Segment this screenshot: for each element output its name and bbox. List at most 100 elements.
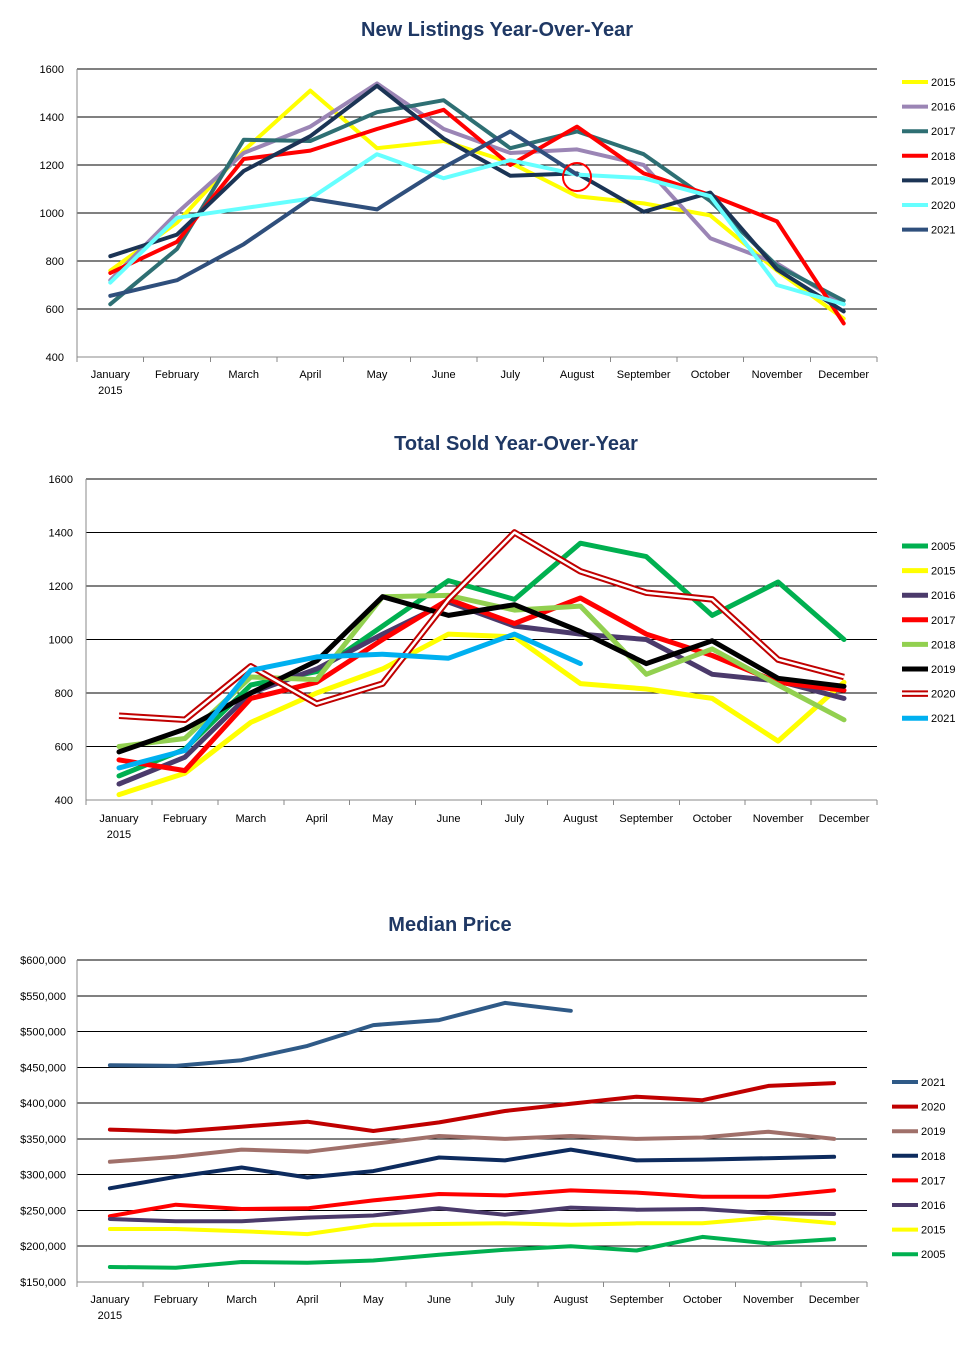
y-tick-label: 800 [55, 688, 73, 700]
x-tick-label: June [432, 369, 456, 381]
x-tick-label: October [691, 369, 730, 381]
y-tick-label: $450,000 [20, 1062, 66, 1074]
x-tick-label: January [91, 369, 131, 381]
x-tick-label: September [617, 369, 671, 381]
y-tick-label: $250,000 [20, 1205, 66, 1217]
y-tick-label: $300,000 [20, 1170, 66, 1182]
legend-label-2005: 2005 [921, 1249, 945, 1261]
y-tick-label: $400,000 [20, 1098, 66, 1110]
legend-label-2015: 2015 [921, 1225, 945, 1237]
x-tick-label: November [743, 1294, 794, 1306]
x-tick-label: November [753, 813, 804, 825]
legend-label-2018: 2018 [931, 151, 955, 163]
legend-label-2019: 2019 [921, 1126, 945, 1138]
annotation-circle [562, 162, 592, 192]
x-tick-label: March [226, 1294, 257, 1306]
x-tick-label: July [501, 369, 521, 381]
series-line-2019 [116, 594, 847, 755]
series-line-inner-2020 [118, 531, 845, 722]
series-line-2005 [107, 1234, 837, 1270]
y-tick-label: 1400 [40, 112, 64, 124]
legend-label-2018: 2018 [921, 1151, 945, 1163]
legend-label-2020: 2020 [931, 689, 955, 701]
y-tick-label: $200,000 [20, 1241, 66, 1253]
legend-label-2021: 2021 [921, 1077, 945, 1089]
series-line-2016 [107, 1205, 837, 1224]
x-tick-label: April [306, 813, 328, 825]
legend-label-2021: 2021 [931, 713, 955, 725]
y-tick-label: 400 [46, 352, 64, 364]
series-line-2020 [118, 529, 845, 724]
y-tick-label: 800 [46, 256, 64, 268]
x-tick-label: February [163, 813, 208, 825]
y-tick-label: $150,000 [20, 1277, 66, 1289]
y-tick-label: 1400 [49, 528, 73, 540]
x-tick-label: March [236, 813, 267, 825]
y-tick-label: 600 [55, 742, 73, 754]
legend-label-2021: 2021 [931, 225, 955, 237]
total-sold-chart: Total Sold Year-Over-Year 400 600 800 1000 12… [49, 433, 956, 841]
chart-title: Total Sold Year-Over-Year [394, 433, 638, 455]
legend-label-2019: 2019 [931, 175, 955, 187]
x-tick-label: October [683, 1294, 722, 1306]
x-tick-label: May [367, 369, 388, 381]
x-tick-label: May [372, 813, 393, 825]
x-tick-label: February [155, 369, 200, 381]
series-line-2018 [108, 107, 846, 326]
new-listings-chart: New Listings Year-Over-Year 400 600 800 1000… [40, 19, 956, 397]
x-tick-label: October [693, 813, 732, 825]
x-tick-label: December [818, 369, 869, 381]
x-tick-sublabel: 2015 [107, 829, 131, 841]
series-line-2015 [116, 631, 847, 798]
legend-label-2016: 2016 [931, 590, 955, 602]
x-tick-label: August [563, 813, 597, 825]
y-tick-label: $550,000 [20, 991, 66, 1003]
y-tick-label: $600,000 [20, 955, 66, 967]
y-tick-label: 600 [46, 304, 64, 316]
legend-label-2020: 2020 [931, 200, 955, 212]
legend-label-2016: 2016 [921, 1200, 945, 1212]
x-tick-label: June [437, 813, 461, 825]
y-tick-label: 1000 [49, 635, 73, 647]
x-tick-label: September [610, 1294, 664, 1306]
series-line-2019 [107, 1129, 837, 1164]
series-line-2019 [108, 83, 846, 314]
x-tick-label: November [752, 369, 803, 381]
series-line-2020 [107, 1081, 837, 1134]
x-tick-label: June [427, 1294, 451, 1306]
y-tick-label: 1200 [40, 160, 64, 172]
y-tick-label: 1600 [49, 474, 73, 486]
x-tick-label: December [809, 1294, 860, 1306]
series-line-2020 [108, 152, 846, 307]
x-tick-label: January [99, 813, 139, 825]
chart-title: Median Price [388, 914, 511, 936]
x-tick-label: April [299, 369, 321, 381]
legend-label-2015: 2015 [931, 77, 955, 89]
y-tick-label: 400 [55, 795, 73, 807]
x-tick-label: February [154, 1294, 199, 1306]
chart-title: New Listings Year-Over-Year [361, 19, 633, 41]
legend-label-2015: 2015 [931, 566, 955, 578]
x-tick-sublabel: 2015 [98, 1310, 122, 1322]
y-tick-label: 1600 [40, 64, 64, 76]
series-line-2021 [116, 631, 583, 771]
legend-label-2019: 2019 [931, 664, 955, 676]
series-line-2018 [107, 1147, 837, 1191]
series-line-2021 [107, 1000, 573, 1068]
x-tick-sublabel: 2015 [98, 385, 122, 397]
x-tick-label: January [90, 1294, 130, 1306]
legend-label-2017: 2017 [931, 615, 955, 627]
x-tick-label: July [505, 813, 525, 825]
x-tick-label: September [619, 813, 673, 825]
y-tick-label: $350,000 [20, 1134, 66, 1146]
x-tick-label: December [819, 813, 870, 825]
x-tick-label: March [228, 369, 259, 381]
y-tick-label: $500,000 [20, 1027, 66, 1039]
x-tick-label: May [363, 1294, 384, 1306]
legend-label-2017: 2017 [921, 1175, 945, 1187]
legend-label-2017: 2017 [931, 126, 955, 138]
y-tick-label: 1000 [40, 208, 64, 220]
series-line-2015 [107, 1215, 837, 1237]
x-tick-label: August [554, 1294, 588, 1306]
